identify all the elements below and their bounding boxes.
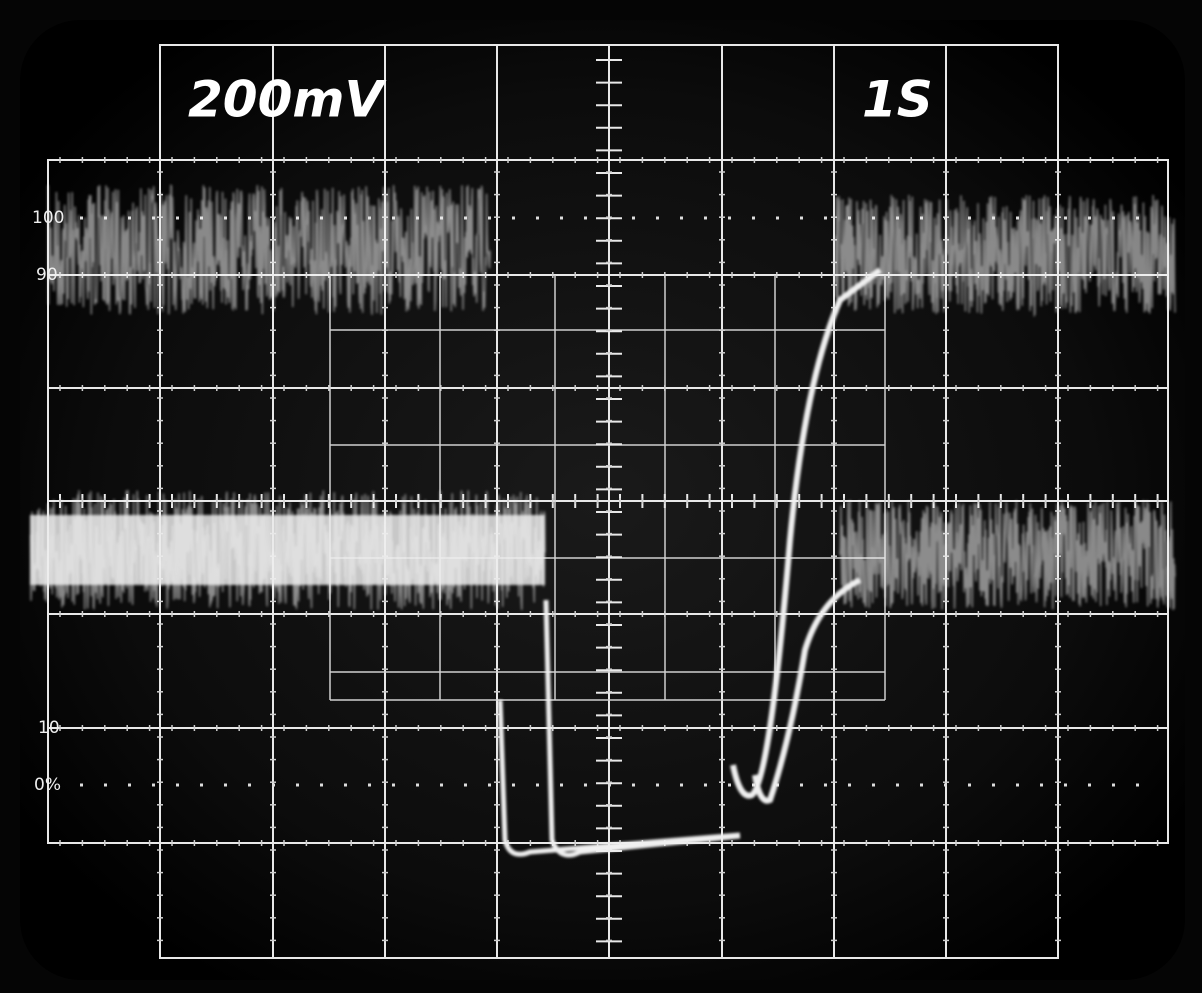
graticule-label: 10	[38, 718, 60, 738]
page: {"readout": {"volts_per_div": "200mV", "…	[0, 0, 1202, 993]
volts-readout: 200mV	[188, 71, 386, 129]
graticule-label: 0%	[34, 775, 61, 795]
graticule-label: 90	[36, 265, 58, 285]
graticule-label: 100	[32, 208, 64, 228]
time-readout: 1S	[862, 71, 933, 129]
oscilloscope-screen: 200mV 1S 100 90 10 0%	[0, 0, 1202, 993]
